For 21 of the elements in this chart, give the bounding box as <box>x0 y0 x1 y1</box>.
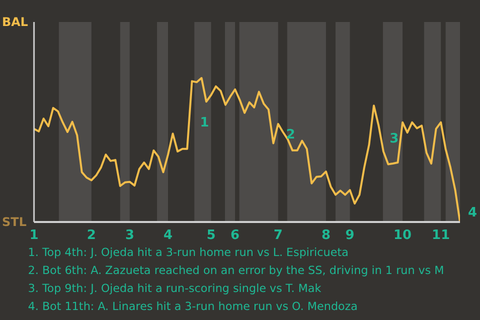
text: 4 <box>468 206 478 221</box>
x-tick-label: 5 <box>206 228 216 244</box>
x-tick-label: 8 <box>321 228 330 244</box>
x-tick-label: 7 <box>274 228 283 244</box>
text: 4. Bot 11th: A. Linares hit a 3-run home run vs O. Mendoza <box>28 299 359 315</box>
text: STL <box>2 215 26 229</box>
x-tick-label: 9 <box>345 228 354 244</box>
text: BAL <box>2 15 28 29</box>
annotation: 3 <box>390 132 399 147</box>
x-tick-label: 4 <box>164 228 173 244</box>
text: 3. Top 9th: J. Ojeda hit a run-scoring single vs T. Mak <box>28 281 322 297</box>
x-tick-label: 1 <box>29 228 39 244</box>
text: 1. Top 4th: J. Ojeda hit a 3-run home run vs L. Espiricueta <box>28 245 350 261</box>
x-tick-label: 11 <box>432 228 450 244</box>
annotation: 1 <box>200 116 209 131</box>
text: 2. Bot 6th: A. Zazueta reached on an error by the SS, driving in 1 run vs M <box>28 263 444 279</box>
annotation: 2 <box>286 128 296 143</box>
x-tick-label: 3 <box>125 228 134 244</box>
x-tick-label: 10 <box>394 228 412 244</box>
x-tick-label: 2 <box>86 228 96 244</box>
x-tick-label: 6 <box>230 228 240 244</box>
